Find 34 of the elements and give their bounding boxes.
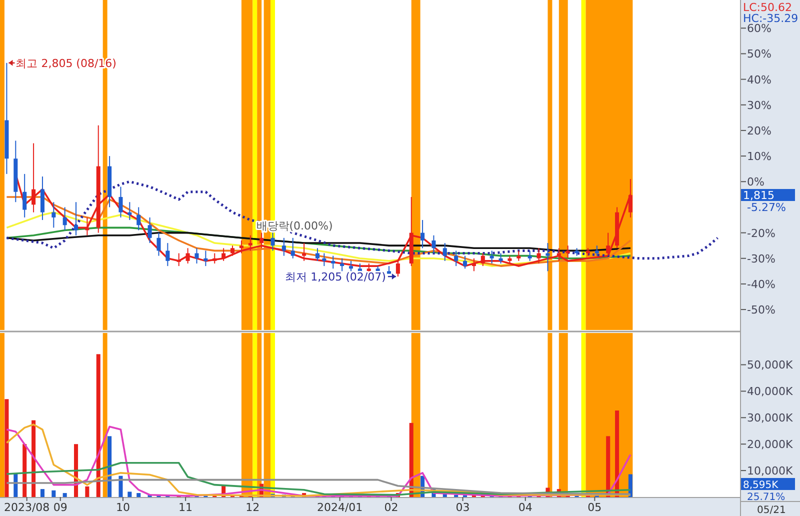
y-tick-label: 20% — [747, 124, 772, 138]
y-tick-label: 50,000K — [747, 358, 794, 372]
text: 1,815 — [743, 189, 774, 202]
annotation: 최저 1,205 (02/07) — [285, 270, 386, 284]
text: -5.27% — [747, 201, 786, 214]
x-tick-label: 2024/01 — [316, 501, 363, 514]
text: 25.71% — [747, 492, 786, 503]
y-tick-label: 30,000K — [747, 412, 794, 425]
x-tick-label: 03 — [456, 501, 470, 514]
x-tick-label: 12 — [246, 501, 260, 514]
text: LC:50.62 — [743, 1, 792, 14]
y-tick-label: -20% — [747, 226, 776, 240]
y-tick-label: 30% — [747, 98, 772, 112]
y-tick-label: 0% — [747, 176, 764, 189]
x-tick-label: 04 — [518, 501, 532, 514]
y-tick-label: -50% — [747, 304, 776, 317]
text: 05/21 — [757, 505, 786, 516]
x-tick-label: 11 — [178, 501, 193, 514]
y-tick-label: 20,000K — [747, 438, 794, 452]
x-tick-label: 02 — [384, 501, 398, 514]
y-tick-label: 10% — [747, 150, 772, 164]
x-tick-label: 09 — [53, 501, 68, 514]
y-tick-label: 50% — [747, 48, 772, 61]
y-tick-label: 60% — [747, 22, 772, 36]
y-tick-label: 40,000K — [747, 385, 794, 398]
text: HC:-35.29 — [743, 12, 798, 25]
text: 8,595K — [743, 480, 779, 491]
x-tick-label: 10 — [116, 501, 130, 514]
y-tick-label: 10,000K — [747, 464, 794, 478]
y-tick-label: 40% — [747, 73, 772, 86]
x-tick-label: 05 — [588, 501, 602, 514]
y-tick-label: -40% — [747, 278, 776, 291]
x-tick-label: 2023/08 — [4, 501, 50, 514]
y-tick-label: -30% — [747, 252, 776, 266]
